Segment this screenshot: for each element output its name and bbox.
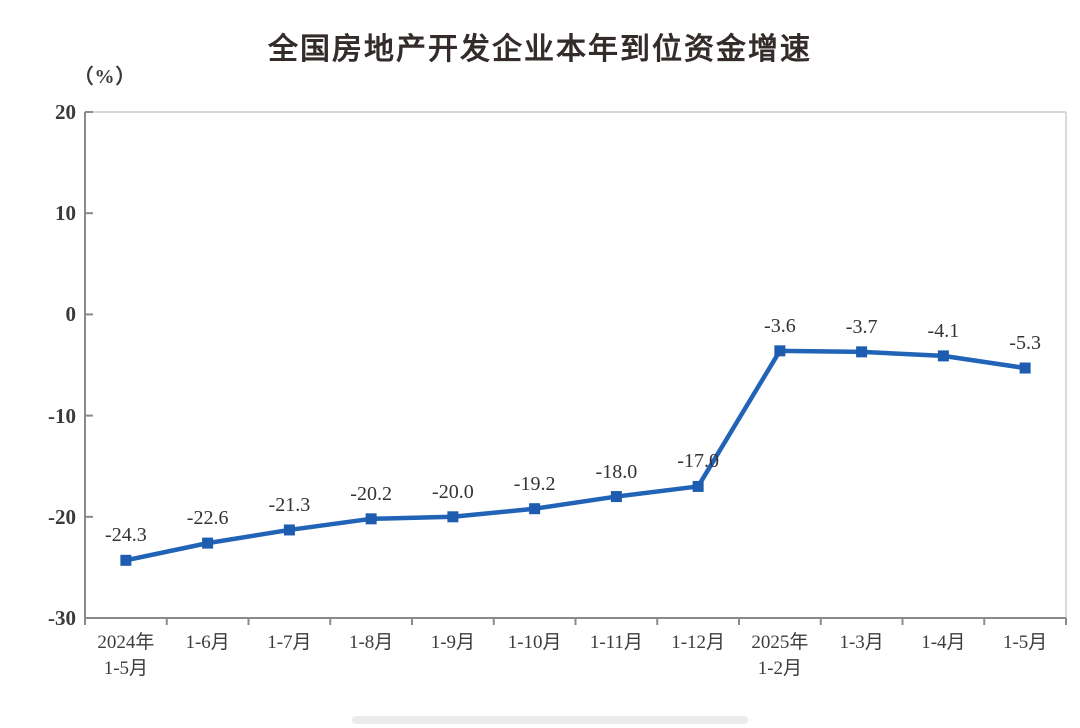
- series-line: [123, 348, 1028, 563]
- x-axis-category-label: 1-5月: [1002, 632, 1048, 653]
- series-marker: [120, 554, 132, 566]
- y-axis-tick-label: 0: [65, 302, 77, 327]
- series-marker: [283, 524, 295, 536]
- series-marker: [529, 503, 541, 515]
- y-axis-tick-label: 10: [55, 201, 76, 226]
- data-label: -22.6: [186, 507, 229, 530]
- y-axis-unit-label: （%）: [73, 66, 137, 88]
- series-marker: [1019, 362, 1031, 374]
- series-marker: [202, 537, 214, 549]
- series-marker: [937, 350, 949, 362]
- data-label: -4.1: [927, 319, 960, 342]
- x-axis-category-label: 1-7月: [267, 632, 312, 653]
- y-axis-tick-label: -30: [48, 606, 76, 630]
- data-label: -21.3: [268, 493, 311, 516]
- data-label: -20.0: [432, 480, 474, 503]
- data-label: -17.0: [677, 450, 719, 473]
- x-axis-category-label: 1-9月: [430, 632, 476, 653]
- x-axis-category-label: 1-6月: [185, 632, 230, 653]
- y-axis-tick-label: 20: [55, 100, 76, 124]
- data-label: -5.3: [1009, 332, 1041, 355]
- chart-title: 全国房地产开发企业本年到位资金增速: [268, 33, 812, 66]
- x-axis-category-label: 1-12月: [671, 632, 726, 653]
- y-axis-tick-label: -10: [48, 403, 76, 428]
- data-label: -18.0: [595, 460, 638, 483]
- data-label: -3.6: [764, 314, 796, 337]
- x-axis-category-label: 1-3月: [839, 632, 884, 653]
- x-axis-category-label: 1-4月: [921, 632, 966, 653]
- series-marker: [774, 345, 786, 357]
- series-marker: [447, 511, 459, 523]
- bottom-scrollbar[interactable]: [352, 716, 748, 724]
- x-axis-category-label: 2024年 1-5月: [97, 632, 155, 679]
- series-marker: [610, 491, 622, 503]
- data-label: -20.2: [350, 482, 392, 505]
- data-label: -19.2: [513, 472, 556, 495]
- x-axis-category-label: 1-11月: [589, 632, 643, 653]
- data-label: -24.3: [105, 524, 147, 547]
- y-axis-tick-label: -20: [48, 504, 76, 529]
- x-axis-category-label: 2025年 1-2月: [751, 632, 809, 679]
- data-label: -3.7: [845, 315, 878, 338]
- series-marker: [856, 346, 868, 358]
- x-axis-category-label: 1-10月: [507, 632, 562, 653]
- series-marker: [692, 480, 704, 492]
- series-marker: [365, 513, 377, 525]
- x-axis-category-label: 1-8月: [348, 632, 394, 653]
